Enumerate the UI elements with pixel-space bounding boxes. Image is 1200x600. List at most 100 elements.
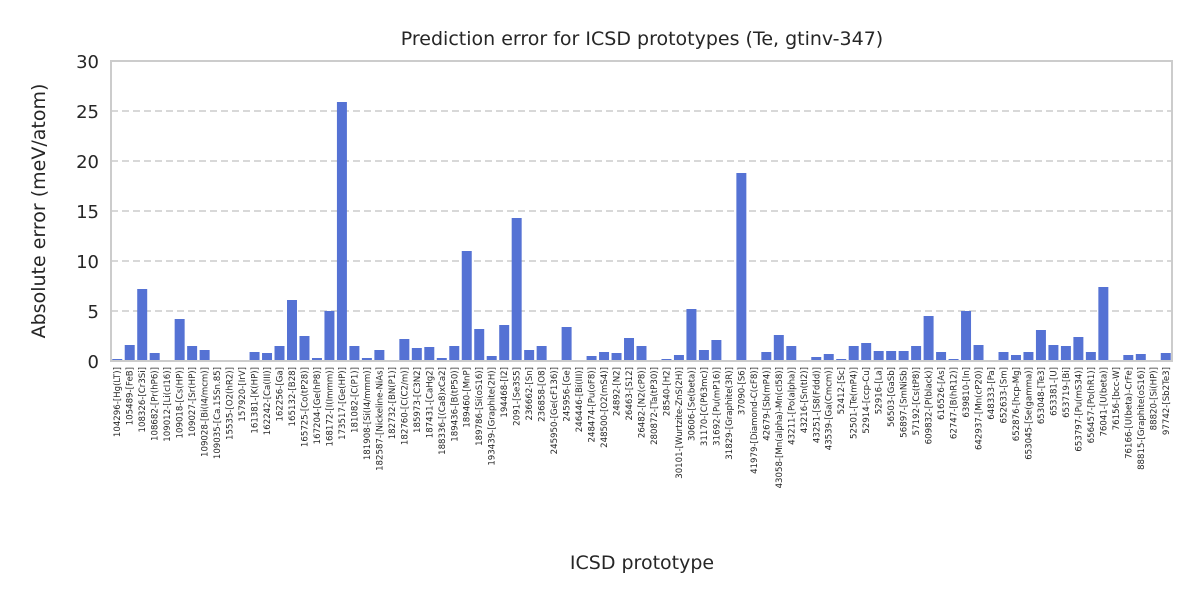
bar [673, 355, 684, 361]
x-tick-label: 109035-[Ca.15Sn.85] [213, 367, 223, 459]
x-tick-label: 280872-[Ta(tP30)] [650, 367, 660, 445]
bar [1135, 354, 1146, 361]
bar [1073, 337, 1084, 361]
bar [611, 353, 622, 361]
y-axis-label: Absolute error (meV/atom) [28, 84, 50, 339]
x-tick-label: 41979-[Diamond-C(cF8)] [750, 367, 760, 474]
x-tick-label: 43216-[Sn(tI2)] [800, 367, 810, 433]
bar [262, 353, 273, 361]
bar [287, 300, 297, 361]
x-tick-label: 109028-[Bi(I4/mcm)] [201, 367, 211, 457]
bar [773, 335, 784, 361]
x-tick-label: 187431-[CaHg2] [425, 367, 435, 438]
bar [698, 350, 709, 361]
x-tick-label: 109018-[Cs(HP)] [176, 367, 186, 438]
bar [936, 352, 947, 361]
x-tick-label: 182760-[C(C2/m)] [400, 367, 410, 445]
bar [961, 311, 972, 361]
y-axis-ticks: 0 5 10 15 20 25 30 [76, 52, 99, 373]
x-tick-label: 162256-[Ga] [276, 367, 286, 422]
bar [249, 352, 260, 361]
x-tick-label: 648333-[Pa] [987, 367, 997, 420]
bar [1060, 346, 1071, 361]
x-tick-label: 57192-[Cs(tP8)] [912, 367, 922, 435]
x-tick-label: 188336-[(Ca8)xCa2] [438, 367, 448, 455]
bar [187, 346, 198, 361]
bar [174, 319, 185, 361]
x-tick-label: 653045-[Se(gamma)] [1024, 367, 1034, 460]
x-tick-label: 639810-[In] [962, 367, 972, 418]
x-tick-label: 246446-[Bi(III)] [575, 367, 585, 432]
y-tick-label: 15 [76, 202, 99, 223]
x-tick-label: 109012-[Li(cI16)] [163, 367, 173, 442]
bar [336, 102, 347, 361]
x-tick-label: 248474-[Pu(oF8)] [588, 367, 598, 442]
bar [199, 350, 210, 361]
x-tick-label: 248500-[O2(mS4)] [600, 367, 610, 448]
x-tick-label: 56897-[SmNiSb] [900, 367, 910, 438]
y-tick-label: 0 [88, 352, 99, 373]
x-tick-label: 43058-[Mn(alpha)-Mn(cI58)] [775, 367, 785, 488]
bar [624, 338, 635, 361]
x-tick-label: 165132-[B28] [288, 367, 298, 426]
x-tick-label: 26482-[N2(cP8)] [638, 367, 648, 438]
x-tick-label: 656457-[Po(hR1)] [1087, 367, 1097, 443]
bar [536, 346, 547, 361]
bar [1023, 352, 1034, 361]
x-tick-label: 52501-[Te(mP4)] [850, 367, 860, 439]
x-tick-label: 161381-[K(HP)] [251, 367, 261, 434]
bar [599, 352, 610, 361]
bar [424, 347, 435, 361]
bar [636, 346, 647, 361]
x-tick-label: 43251-[S8(Fddd)] [812, 367, 822, 443]
bar [411, 348, 422, 361]
plot-frame [110, 60, 1173, 362]
bar [449, 346, 460, 361]
x-tick-label: 76156-[bcc-W] [1112, 367, 1122, 430]
x-tick-label: 30606-[Se(beta)] [687, 367, 697, 441]
bar [1160, 353, 1171, 361]
bar [898, 351, 909, 361]
x-tick-label: 173517-[Ge(HP)] [338, 367, 348, 440]
y-tick-label: 20 [76, 152, 99, 173]
x-tick-label: 189460-[MnP] [463, 367, 473, 428]
bar [848, 346, 859, 361]
x-tick-label: 88815-[Graphite(oS16)] [1137, 367, 1147, 470]
x-tick-label: 167204-[Ge(hP8)] [313, 367, 323, 444]
y-tick-label: 10 [76, 252, 99, 273]
x-tick-label: 181082-[C(P1)] [350, 367, 360, 433]
bar [124, 345, 135, 361]
x-tick-label: 105489-[FeB] [126, 367, 136, 425]
x-tick-label: 653048-[Te3] [1037, 367, 1047, 424]
bar [524, 350, 535, 361]
bar [823, 354, 834, 361]
bar [461, 251, 472, 361]
x-tick-label: 653381-[U] [1049, 367, 1059, 416]
x-tick-label: 108326-[Cr3Si] [138, 367, 148, 432]
x-tick-label: 56503-[GaSb] [887, 367, 897, 427]
x-tick-label: 2091-[Se3S5] [513, 367, 523, 426]
bar [511, 218, 522, 361]
bar [873, 351, 884, 361]
x-tick-label: 245950-[Ge(cF136)] [550, 367, 560, 454]
bar [436, 358, 447, 361]
x-tick-label: 109027-[Sr(HP)] [188, 367, 198, 437]
x-tick-label: 182587-[Nickeline-NiAs] [375, 367, 385, 471]
bar [861, 343, 872, 361]
x-tick-label: 182732-[BN(P1)] [388, 367, 398, 439]
x-tick-label: 653797-[Pu(mS34)] [1074, 367, 1084, 452]
bar [786, 346, 797, 361]
bar [1098, 287, 1109, 361]
bar [1010, 355, 1021, 361]
x-tick-label: 52914-[ccp-Cu] [862, 367, 872, 434]
bar [361, 358, 372, 361]
x-tick-label: 193439-[Graphite(2H)] [488, 367, 498, 466]
bar [761, 352, 772, 361]
x-tick-label: 24892-[N2] [613, 367, 623, 416]
x-tick-label: 88820-[Si(HP)] [1149, 367, 1159, 430]
x-tick-label: 162242-[Ca(III)] [263, 367, 273, 435]
bar [374, 350, 385, 361]
x-tick-label: 76041-[U(beta)] [1099, 367, 1109, 437]
chart-title: Prediction error for ICSD prototypes (Te… [401, 28, 883, 50]
